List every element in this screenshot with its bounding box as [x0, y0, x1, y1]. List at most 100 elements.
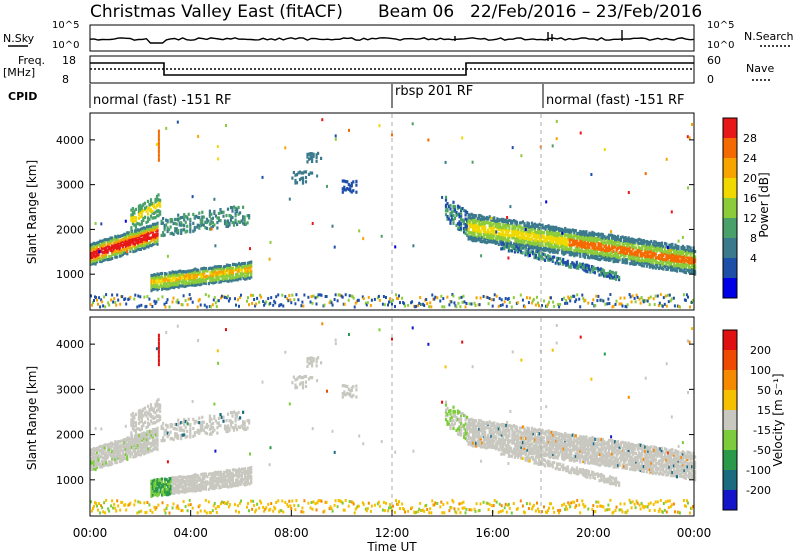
power-cell	[165, 272, 168, 276]
power-cell	[503, 245, 506, 249]
power-cell	[181, 215, 184, 219]
velocity-cell	[155, 414, 159, 418]
power-cell	[521, 230, 525, 234]
velocity-cell	[106, 463, 109, 467]
power-cell	[687, 186, 689, 190]
power-cell	[583, 266, 586, 270]
power-cell	[155, 199, 159, 203]
power-cell	[343, 188, 346, 192]
power-cell	[669, 299, 672, 303]
power-cell	[137, 216, 140, 220]
power-cell	[307, 157, 311, 161]
power-cell	[109, 257, 112, 261]
velocity-cell	[470, 440, 473, 444]
power-cell	[227, 263, 230, 267]
velocity-cell	[453, 422, 457, 426]
power-cell	[198, 283, 201, 287]
velocity-cell	[199, 426, 202, 431]
power-cell	[132, 232, 135, 236]
power-cell	[350, 184, 353, 188]
power-cell	[307, 172, 311, 176]
velocity-cell	[150, 479, 153, 483]
power-cell	[641, 298, 644, 302]
power-cell	[509, 219, 512, 223]
power-cell	[490, 233, 493, 237]
power-cell	[527, 254, 530, 258]
power-cell	[464, 227, 467, 231]
velocity-cell	[494, 442, 497, 446]
power-cell	[173, 283, 176, 287]
velocity-cell	[344, 384, 347, 388]
power-cell	[139, 203, 142, 207]
power-cell	[544, 239, 547, 243]
power-cell	[473, 218, 476, 222]
power-cell	[691, 263, 694, 268]
power-cell	[488, 225, 491, 229]
velocity-cell	[500, 431, 503, 435]
power-cell	[145, 220, 148, 225]
power-cell	[106, 242, 109, 246]
power-cell	[144, 246, 147, 250]
power-cell	[180, 221, 183, 225]
velocity-cell	[192, 484, 195, 489]
power-cell	[188, 269, 191, 273]
power-cell	[541, 240, 544, 244]
power-cell	[317, 151, 320, 155]
power-cell	[147, 242, 150, 246]
power-cell	[497, 232, 500, 236]
power-cell	[108, 242, 111, 246]
power-cell	[155, 196, 159, 200]
velocity-cell	[121, 452, 124, 456]
power-cell	[250, 275, 253, 279]
velocity-cell	[93, 452, 96, 456]
velocity-cell	[508, 423, 511, 428]
velocity-cell	[238, 467, 241, 471]
power-cell	[648, 265, 651, 269]
velocity-cell	[526, 426, 529, 430]
power-cell	[547, 246, 550, 251]
power-cell	[630, 259, 633, 263]
power-cell	[633, 253, 636, 257]
power-cell	[378, 298, 381, 302]
power-cell	[115, 251, 118, 256]
velocity-cell	[132, 437, 135, 442]
power-cell	[600, 238, 603, 242]
power-cell	[472, 224, 475, 228]
power-cell	[252, 293, 255, 297]
power-cell	[517, 242, 520, 246]
velocity-cell	[233, 484, 236, 488]
power-cell	[556, 243, 559, 247]
power-cell	[584, 298, 587, 302]
power-cell	[134, 207, 137, 211]
velocity-cell	[312, 359, 315, 363]
velocity-cell	[165, 423, 168, 427]
power-cell	[148, 224, 152, 228]
velocity-cell	[170, 491, 173, 495]
velocity-cell	[466, 415, 469, 420]
power-cell	[582, 240, 585, 244]
power-cell	[411, 122, 414, 126]
velocity-cell	[246, 419, 249, 423]
velocity-cell	[452, 418, 455, 423]
velocity-cell	[478, 437, 481, 441]
y-tick-label: 1000	[56, 268, 84, 281]
power-cell	[585, 252, 588, 256]
velocity-cell	[124, 445, 127, 449]
power-cell	[244, 269, 247, 273]
power-cell	[140, 214, 143, 218]
power-cell	[141, 233, 144, 237]
velocity-cell	[481, 425, 484, 429]
power-cell	[612, 276, 615, 280]
velocity-cell	[180, 426, 183, 430]
velocity-cell	[148, 410, 151, 414]
velocity-cell	[215, 476, 218, 481]
power-cell	[578, 264, 581, 268]
power-cell	[582, 249, 585, 253]
velocity-cell	[204, 431, 207, 435]
power-cell	[250, 263, 253, 267]
power-cell	[518, 246, 521, 250]
velocity-cell	[231, 420, 234, 425]
velocity-cell	[490, 444, 493, 448]
velocity-cell	[467, 436, 470, 441]
power-cell	[148, 208, 151, 212]
